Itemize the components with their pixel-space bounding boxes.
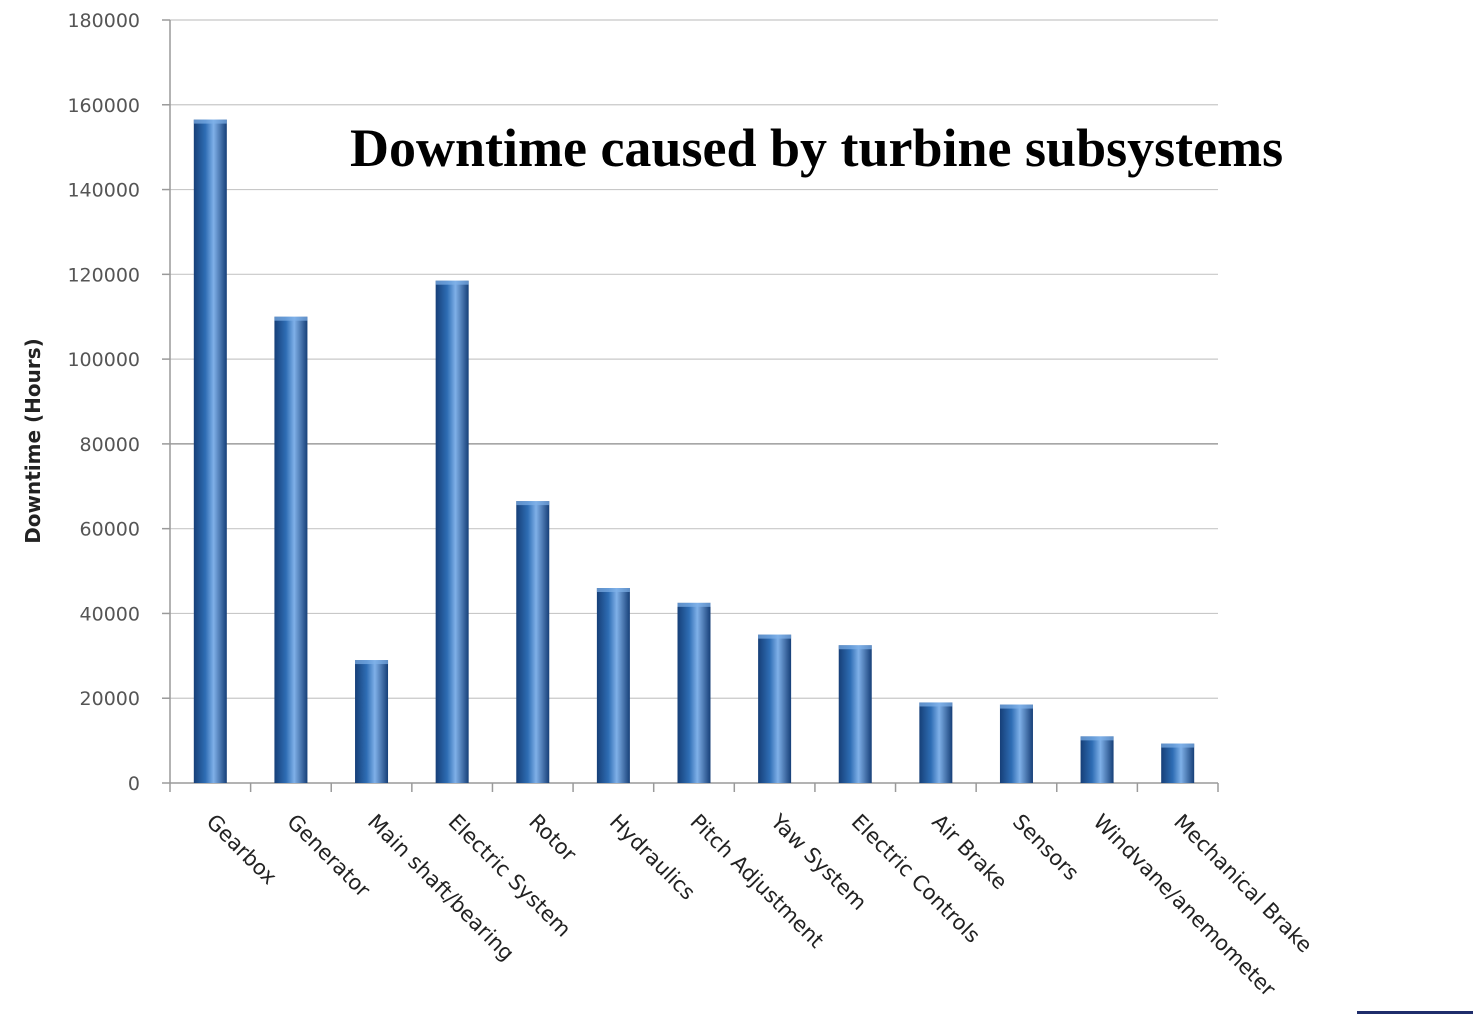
bar-gearbox <box>193 119 227 783</box>
y-tick-label: 140000 <box>67 180 140 202</box>
y-tick-label: 20000 <box>80 688 140 710</box>
bar-cap <box>516 501 550 506</box>
bar-windvane-anemometer <box>1080 736 1114 783</box>
bar-cap <box>435 280 469 285</box>
bar-mechanical-brake <box>1161 743 1195 783</box>
category-label: Rotor <box>524 810 581 867</box>
bar-main-shaft-bearing <box>355 660 389 783</box>
bar-cap <box>677 602 711 607</box>
bar-cap <box>919 702 953 707</box>
bar-cap <box>1080 736 1114 741</box>
bar-cap <box>596 588 630 593</box>
y-tick-label: 100000 <box>67 349 140 371</box>
bar-cap <box>838 645 872 650</box>
bar-pitch-adjustment <box>677 602 711 783</box>
y-tick-label: 120000 <box>67 264 140 286</box>
bar-generator <box>274 316 308 783</box>
bar-yaw-system <box>758 634 792 783</box>
category-label: Air Brake <box>927 810 1012 895</box>
bar-cap <box>1161 743 1195 748</box>
bar-electric-controls <box>838 645 872 783</box>
bar-hydraulics <box>596 588 630 783</box>
y-tick-label: 40000 <box>80 603 140 625</box>
chart-title: Downtime caused by turbine subsystems <box>350 118 1283 178</box>
category-label: Generator <box>282 810 375 903</box>
category-label: Mechanical Brake <box>1169 810 1317 958</box>
bar-cap <box>758 634 792 639</box>
bar-cap <box>355 660 389 665</box>
bar-cap <box>274 316 308 321</box>
category-label: Sensors <box>1008 810 1084 886</box>
bar-cap <box>193 119 227 124</box>
bar-rotor <box>516 501 550 783</box>
bar-electric-system <box>435 280 469 783</box>
y-tick-label: 80000 <box>80 434 140 456</box>
y-tick-labels: 0 20000 40000 60000 80000 100000 120000 140000 1… <box>67 10 140 795</box>
category-label: Main shaft/bearing <box>363 810 519 966</box>
bar-sensors <box>999 704 1033 783</box>
y-tick-label: 60000 <box>80 519 140 541</box>
y-tick-label: 0 <box>128 773 140 795</box>
category-label: Pitch Adjustment <box>685 810 828 953</box>
gridlines <box>162 19 1218 784</box>
y-tick-label: 160000 <box>67 95 140 117</box>
category-label: Hydraulics <box>605 810 700 905</box>
bars <box>193 119 1195 783</box>
y-axis-title: Downtime (Hours) <box>21 338 45 544</box>
bar-air-brake <box>919 702 953 783</box>
bar-cap <box>999 704 1033 709</box>
category-label: Gearbox <box>202 810 282 890</box>
y-tick-label: 180000 <box>67 10 140 32</box>
decorative-corner-line <box>1357 1011 1473 1014</box>
